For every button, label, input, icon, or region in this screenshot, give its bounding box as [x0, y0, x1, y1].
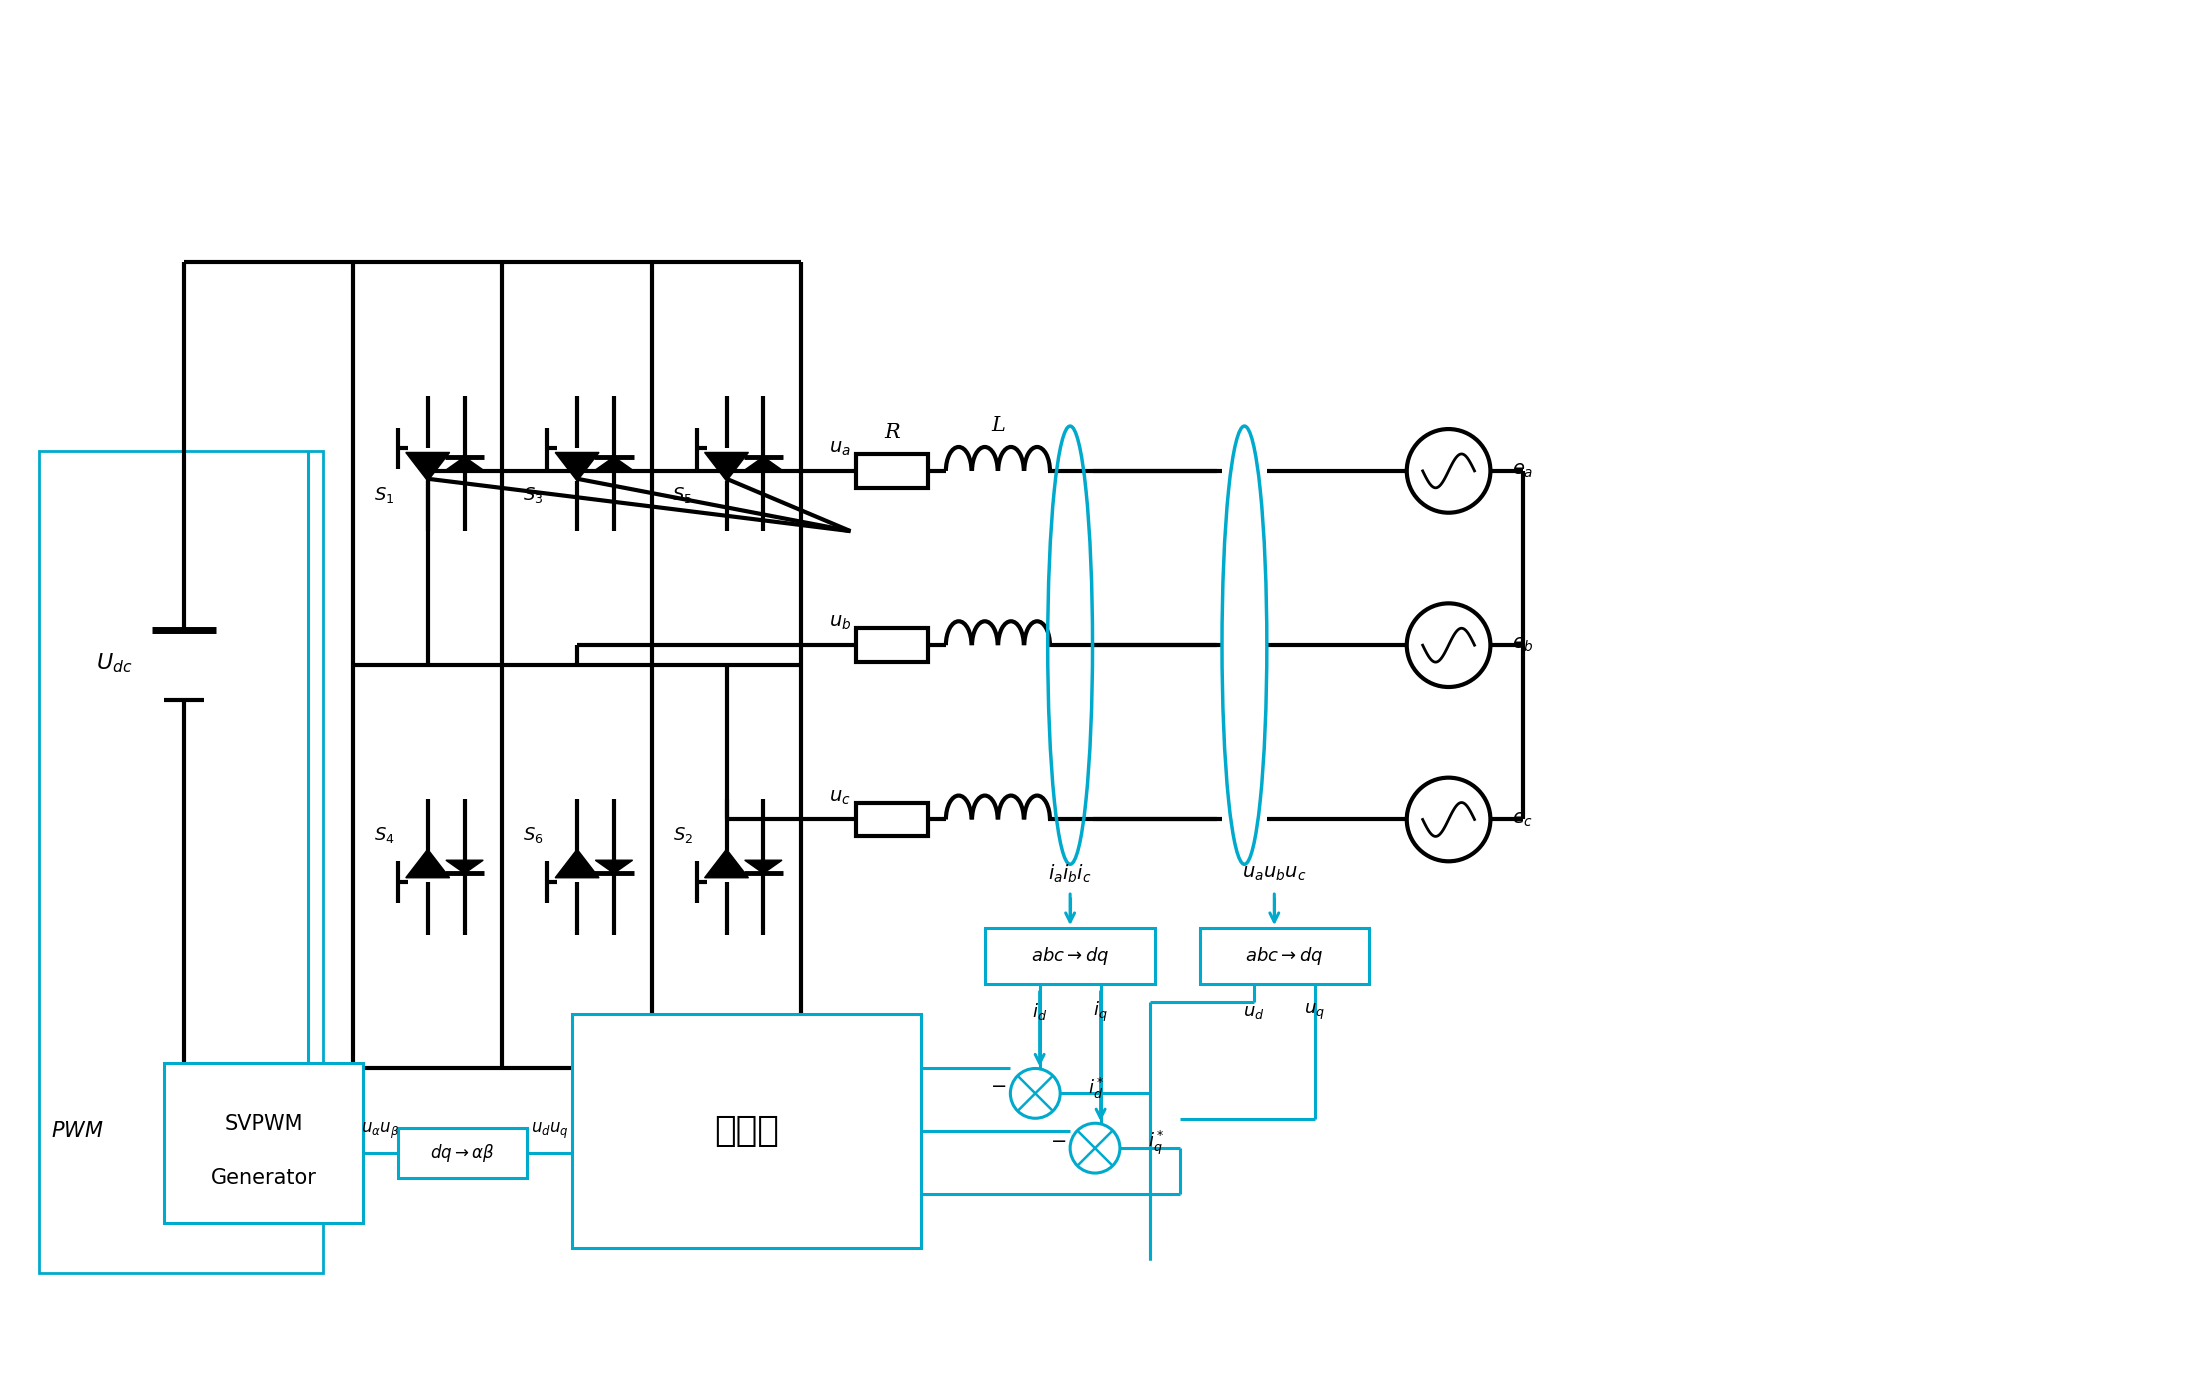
Text: $u_c$: $u_c$ — [829, 788, 851, 807]
Text: $i_d^*$: $i_d^*$ — [1089, 1076, 1104, 1101]
Text: $i_d$: $i_d$ — [1032, 1002, 1047, 1023]
Text: $u_b$: $u_b$ — [829, 614, 851, 632]
Polygon shape — [405, 849, 449, 878]
Text: $abc \rightarrow dq$: $abc \rightarrow dq$ — [1032, 945, 1109, 967]
Text: $dq \rightarrow \alpha\beta$: $dq \rightarrow \alpha\beta$ — [431, 1143, 495, 1165]
Text: $u_\alpha u_\beta$: $u_\alpha u_\beta$ — [361, 1121, 400, 1141]
Text: $i_q$: $i_q$ — [1093, 999, 1109, 1024]
Polygon shape — [596, 457, 634, 471]
Text: $i_q^*$: $i_q^*$ — [1148, 1129, 1164, 1158]
Text: $-$: $-$ — [990, 1076, 1008, 1094]
Text: $u_d u_q$: $u_d u_q$ — [530, 1121, 568, 1141]
Text: $U_{dc}$: $U_{dc}$ — [97, 651, 132, 675]
Text: $S_3$: $S_3$ — [524, 486, 543, 505]
Bar — [856, 803, 928, 836]
Text: SVPWM: SVPWM — [224, 1114, 304, 1134]
Bar — [1199, 927, 1368, 984]
Text: $S_6$: $S_6$ — [524, 825, 543, 845]
Text: $e_b$: $e_b$ — [1511, 636, 1533, 654]
Text: $u_a u_b u_c$: $u_a u_b u_c$ — [1243, 865, 1307, 883]
Text: $u_d$: $u_d$ — [1243, 1003, 1265, 1021]
Polygon shape — [746, 860, 781, 874]
Text: $PWM$: $PWM$ — [51, 1121, 103, 1141]
Bar — [163, 1064, 363, 1223]
Bar — [572, 1014, 922, 1248]
Text: $u_a$: $u_a$ — [829, 440, 851, 458]
Polygon shape — [554, 453, 598, 482]
Text: $e_a$: $e_a$ — [1511, 462, 1533, 480]
Bar — [40, 451, 323, 1272]
Text: L: L — [990, 415, 1005, 435]
Text: $e_c$: $e_c$ — [1511, 810, 1533, 828]
Text: $S_4$: $S_4$ — [374, 825, 394, 845]
Bar — [856, 628, 928, 662]
Text: $S_2$: $S_2$ — [673, 825, 693, 845]
Text: 控制器: 控制器 — [715, 1114, 779, 1148]
Polygon shape — [746, 457, 781, 471]
Text: $S_1$: $S_1$ — [374, 486, 394, 505]
Polygon shape — [554, 849, 598, 878]
Polygon shape — [704, 453, 748, 482]
Bar — [398, 1129, 528, 1179]
Text: $S_5$: $S_5$ — [673, 486, 693, 505]
Text: Generator: Generator — [211, 1169, 317, 1188]
Bar — [986, 927, 1155, 984]
Polygon shape — [405, 453, 449, 482]
Bar — [856, 454, 928, 487]
Text: $abc \rightarrow dq$: $abc \rightarrow dq$ — [1245, 945, 1324, 967]
Polygon shape — [447, 860, 484, 874]
Polygon shape — [596, 860, 634, 874]
Text: $i_a i_b i_c$: $i_a i_b i_c$ — [1047, 862, 1091, 886]
Text: $-$: $-$ — [1049, 1132, 1067, 1150]
Text: $u_q$: $u_q$ — [1305, 1002, 1324, 1021]
Polygon shape — [704, 849, 748, 878]
Text: R: R — [884, 422, 900, 442]
Polygon shape — [447, 457, 484, 471]
